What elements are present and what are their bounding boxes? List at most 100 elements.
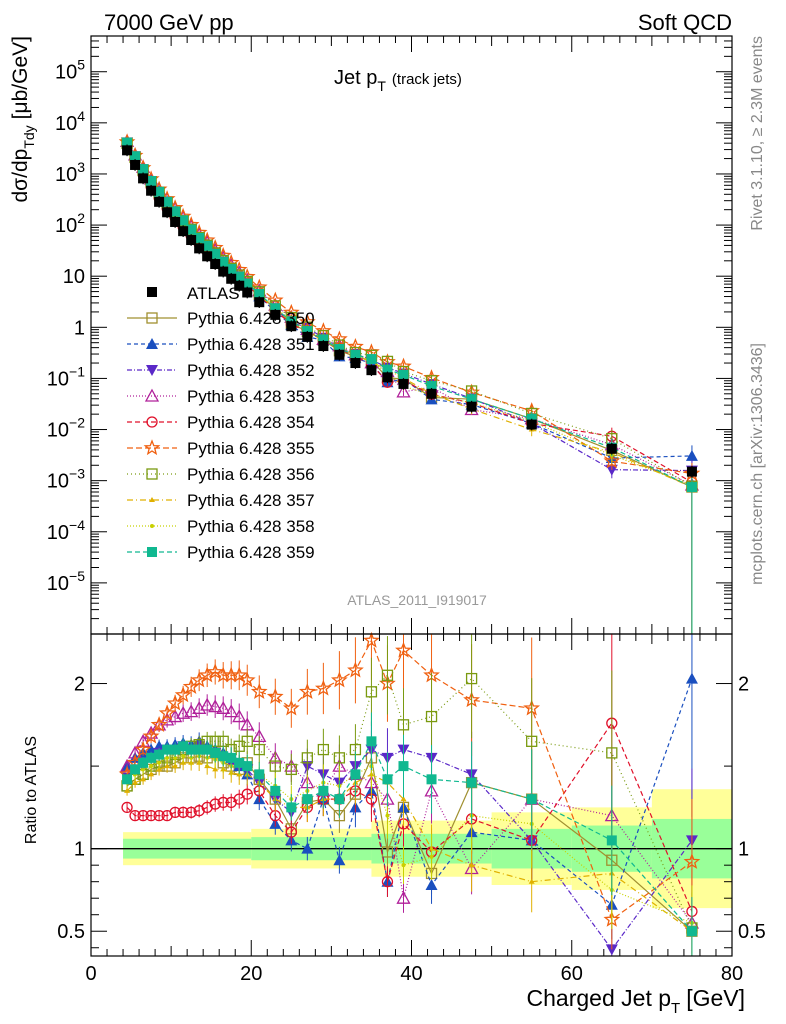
main-point: [226, 264, 237, 275]
ratio-point: [149, 764, 154, 769]
ratio-point: [153, 809, 165, 822]
main-tick-label: 10−5: [47, 568, 85, 595]
ratio-point: [365, 686, 378, 698]
ratio-point: [234, 757, 245, 768]
chart-title-note: (track jets): [392, 71, 462, 88]
ratio-tick-label-left: 1: [74, 839, 85, 861]
ratio-point: [217, 796, 229, 809]
ratio-point: [683, 853, 701, 869]
ratio-point: [129, 809, 141, 822]
main-point: [382, 364, 393, 375]
main-tick-label: 10−2: [47, 415, 85, 442]
ratio-point: [157, 760, 162, 765]
atlas-point: [194, 243, 205, 254]
x-axis-label: Charged Jet pT [GeV]: [527, 985, 745, 1017]
main-point: [138, 164, 149, 175]
ratio-point: [400, 796, 407, 802]
ratio-point: [466, 777, 477, 788]
ratio-point: [425, 710, 438, 723]
main-tick-label: 104: [55, 108, 85, 135]
main-point: [194, 232, 205, 243]
ratio-panel: 0.5 0.5 1 1 2 2 Ratio to ATLAS: [23, 631, 766, 957]
ratio-point: [282, 699, 300, 716]
main-point: [130, 151, 141, 162]
ratio-point: [232, 709, 247, 723]
ratio-point: [181, 754, 186, 759]
legend-entry-358: Pythia 6.428 358: [127, 517, 315, 536]
ratio-point: [169, 806, 181, 818]
ratio-point: [396, 890, 411, 904]
ratio-point: [141, 767, 146, 772]
legend-entry-353: Pythia 6.428 353: [127, 387, 315, 406]
ratio-point: [401, 863, 406, 868]
ratio-point: [242, 761, 253, 772]
ratio-tick-label-left: 0.5: [57, 921, 85, 943]
ratio-point: [254, 769, 265, 780]
ratio-point: [216, 700, 231, 714]
ratio-point: [194, 744, 205, 755]
ratio-point: [200, 697, 215, 711]
main-point: [603, 452, 621, 469]
main-point: [242, 278, 253, 289]
ratio-point: [142, 727, 160, 744]
legend-label: Pythia 6.428 351: [187, 335, 315, 354]
ratio-point: [177, 806, 189, 818]
ratio-point: [298, 682, 316, 699]
ratio-point: [333, 854, 346, 866]
ratio-point: [186, 744, 197, 755]
legend-label: Pythia 6.428 350: [187, 309, 315, 328]
main-point: [605, 464, 618, 476]
y-axis-label-sub: Tdy: [21, 125, 37, 148]
chart-title-main: Jet p: [334, 67, 377, 89]
ratio-point: [395, 641, 412, 658]
main-point: [396, 384, 411, 398]
ratio-point: [363, 631, 380, 648]
legend: ATLAS Pythia 6.428 350 Pythia 6.428 351 Pyt…: [127, 284, 315, 562]
legend-label: Pythia 6.428 358: [187, 517, 315, 536]
atlas-point: [366, 365, 377, 376]
legend-entry-351: Pythia 6.428 351: [127, 335, 315, 354]
atlas-point: [466, 401, 477, 412]
main-point: [154, 186, 165, 197]
main-tick-label: 10−4: [47, 517, 85, 544]
ratio-plot-contents: [91, 631, 732, 956]
ratio-point: [302, 794, 313, 805]
ratio-point: [202, 744, 213, 755]
ratio-point: [285, 826, 297, 838]
atlas-point: [426, 388, 437, 399]
ratio-point: [170, 744, 181, 755]
legend-entry-356: Pythia 6.428 356: [127, 465, 315, 484]
main-point: [218, 256, 229, 267]
ratio-tick-label-right: 1: [738, 839, 749, 861]
x-tick-label: 0: [85, 963, 96, 985]
atlas-point: [606, 443, 617, 454]
ratio-point: [331, 671, 348, 688]
ratio-point: [165, 755, 170, 760]
ratio-point: [209, 798, 221, 810]
main-plot-contents: [118, 133, 701, 634]
ratio-point: [206, 663, 224, 680]
ratio-point: [606, 835, 617, 846]
atlas-point: [162, 207, 173, 218]
ratio-point: [253, 743, 265, 756]
side-label-top: Rivet 3.1.10, ≥ 2.3M events: [749, 36, 766, 231]
ratio-point: [146, 752, 157, 763]
ratio-point: [189, 755, 194, 760]
main-point: [122, 137, 133, 148]
ratio-point: [398, 761, 409, 772]
y-axis-label-unit: [μb/GeV]: [9, 36, 32, 119]
ratio-point: [528, 878, 535, 884]
ratio-point: [208, 699, 223, 713]
ratio-point: [685, 672, 698, 684]
ratio-point: [137, 809, 149, 822]
ratio-y-axis: 0.5 0.5 1 1 2 2: [57, 674, 766, 949]
x-axis-label-sub: T: [671, 1000, 680, 1017]
atlas-point: [254, 297, 265, 308]
main-point: [186, 224, 197, 235]
ratio-point: [605, 944, 618, 956]
atlas-point: [186, 235, 197, 246]
ratio-point: [314, 679, 332, 696]
main-tick-label: 1: [74, 317, 85, 339]
atlas-point: [130, 159, 141, 170]
main-panel: 10−5 10−4 10−3 10−2 10−1 1 10 102 103 104 105 Jet …: [9, 35, 733, 635]
